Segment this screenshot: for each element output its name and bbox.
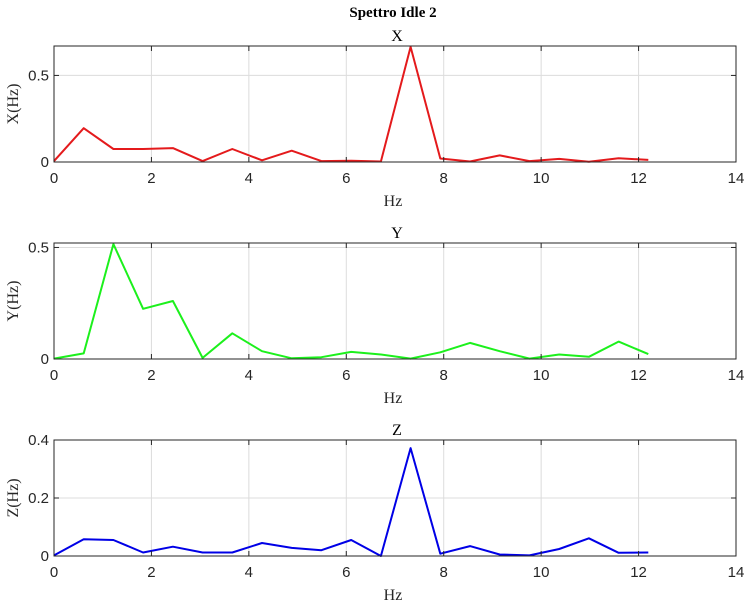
figure-title: Spettro Idle 2 (349, 5, 436, 21)
x-tick-label: 0 (50, 564, 58, 581)
series-line (53, 45, 649, 163)
x-tick-label: 6 (342, 367, 350, 384)
y-tick-label: 0.5 (28, 67, 49, 84)
x-tick-label: 2 (147, 367, 155, 384)
x-tick-label: 6 (342, 564, 350, 581)
x-tick-label: 6 (342, 170, 350, 187)
x-tick-label: 4 (245, 367, 253, 384)
y-tick-label: 0.4 (28, 432, 49, 449)
x-tick-label: 2 (147, 170, 155, 187)
axes-box (53, 45, 737, 163)
x-tick-label: 14 (728, 170, 745, 187)
x-tick-label: 10 (533, 564, 550, 581)
axes-box (53, 242, 737, 360)
x-axis-label: Hz (384, 390, 403, 407)
series-line (53, 447, 649, 557)
x-tick-label: 4 (245, 170, 253, 187)
x-tick-label: 10 (533, 367, 550, 384)
x-axis-label: Hz (384, 193, 403, 210)
plot-area (54, 243, 736, 359)
subplot-title: Y (391, 225, 403, 242)
y-tick-label: 0 (41, 154, 49, 171)
x-tick-label: 4 (245, 564, 253, 581)
y-tick-label: 0 (41, 548, 49, 565)
y-axis-label: X(Hz) (5, 84, 22, 125)
x-tick-label: 0 (50, 170, 58, 187)
x-tick-label: 8 (440, 170, 448, 187)
x-tick-label: 12 (630, 564, 647, 581)
y-tick-label: 0 (41, 351, 49, 368)
x-tick-label: 10 (533, 170, 550, 187)
y-tick-label: 0.2 (28, 490, 49, 507)
subplot-title: X (391, 28, 403, 45)
x-tick-label: 8 (440, 367, 448, 384)
y-tick-label: 0.5 (28, 239, 49, 256)
x-tick-label: 12 (630, 170, 647, 187)
series-line (53, 243, 649, 360)
subplot-2: 0 2 4 6 8 10 12 14 0 0.2 0.4 Z Hz Z(Hz) (5, 422, 744, 604)
x-axis-label: Hz (384, 587, 403, 604)
subplot-1: 0 2 4 6 8 10 12 14 0 0.5 Y Hz Y(Hz) (5, 225, 744, 407)
subplot-0: 0 2 4 6 8 10 12 14 0 0.5 X Hz X(Hz) (5, 28, 744, 210)
x-tick-label: 14 (728, 367, 745, 384)
x-tick-label: 0 (50, 367, 58, 384)
y-axis-label: Z(Hz) (5, 478, 22, 517)
x-tick-label: 8 (440, 564, 448, 581)
x-tick-label: 12 (630, 367, 647, 384)
x-tick-label: 2 (147, 564, 155, 581)
y-axis-label: Y(Hz) (5, 281, 22, 322)
x-tick-label: 14 (728, 564, 745, 581)
subplot-title: Z (392, 422, 402, 439)
